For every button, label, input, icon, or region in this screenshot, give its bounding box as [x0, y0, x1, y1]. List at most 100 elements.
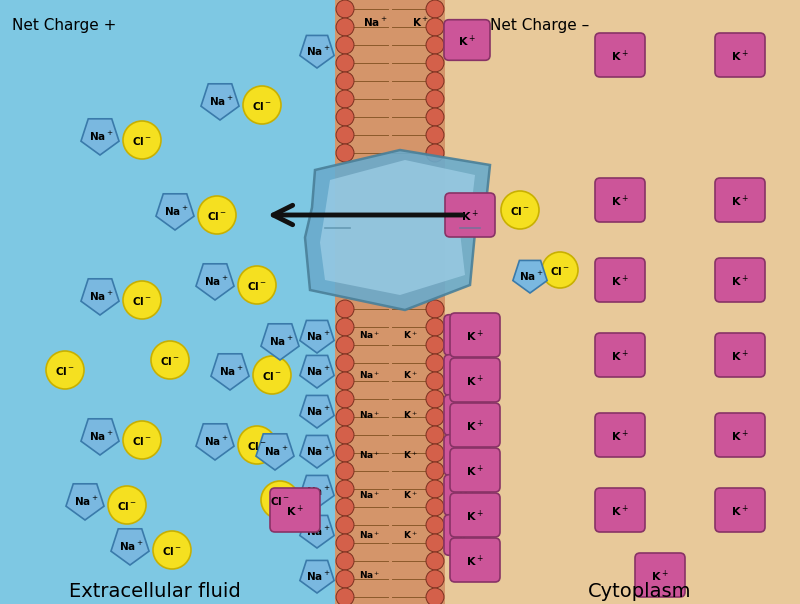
- FancyBboxPatch shape: [595, 413, 645, 457]
- Circle shape: [426, 372, 444, 390]
- Text: Na$^+$: Na$^+$: [89, 429, 114, 443]
- Circle shape: [123, 281, 161, 319]
- Text: K$^+$: K$^+$: [611, 274, 629, 289]
- Circle shape: [243, 86, 281, 124]
- FancyBboxPatch shape: [715, 178, 765, 222]
- Circle shape: [336, 72, 354, 90]
- Polygon shape: [196, 424, 234, 460]
- Polygon shape: [300, 561, 334, 593]
- Text: Na$^+$: Na$^+$: [306, 484, 330, 498]
- Polygon shape: [256, 434, 294, 470]
- Text: Na$^+$: Na$^+$: [164, 204, 188, 217]
- Text: K$^+$: K$^+$: [731, 274, 749, 289]
- Circle shape: [426, 390, 444, 408]
- Circle shape: [336, 534, 354, 552]
- Circle shape: [336, 570, 354, 588]
- Circle shape: [336, 498, 354, 516]
- Text: Cl$^-$: Cl$^-$: [247, 280, 267, 292]
- Polygon shape: [261, 324, 299, 360]
- Circle shape: [336, 36, 354, 54]
- Polygon shape: [81, 419, 119, 455]
- Text: Cytoplasm: Cytoplasm: [588, 582, 692, 601]
- Text: Cl$^-$: Cl$^-$: [262, 370, 282, 382]
- Circle shape: [426, 480, 444, 498]
- Circle shape: [426, 0, 444, 18]
- Circle shape: [336, 588, 354, 604]
- FancyBboxPatch shape: [444, 515, 490, 555]
- FancyBboxPatch shape: [444, 355, 490, 395]
- Circle shape: [151, 341, 189, 379]
- Polygon shape: [513, 260, 547, 293]
- Bar: [445, 0, 800, 604]
- Text: K$^+$: K$^+$: [466, 509, 484, 524]
- Text: K$^+$: K$^+$: [402, 409, 418, 421]
- FancyBboxPatch shape: [450, 538, 500, 582]
- Text: K$^+$: K$^+$: [466, 373, 484, 388]
- Text: K$^+$: K$^+$: [651, 568, 669, 583]
- FancyBboxPatch shape: [450, 358, 500, 402]
- Circle shape: [426, 90, 444, 108]
- Circle shape: [46, 351, 84, 389]
- Circle shape: [336, 426, 354, 444]
- Text: K$^+$: K$^+$: [402, 449, 418, 461]
- Circle shape: [336, 552, 354, 570]
- Circle shape: [426, 444, 444, 462]
- Text: Na$^+$: Na$^+$: [306, 364, 330, 378]
- Circle shape: [238, 266, 276, 304]
- Text: Na$^+$: Na$^+$: [204, 434, 228, 448]
- Circle shape: [123, 121, 161, 159]
- Text: Net Charge +: Net Charge +: [12, 18, 116, 33]
- Circle shape: [238, 426, 276, 464]
- Text: Cl$^-$: Cl$^-$: [550, 265, 570, 277]
- Circle shape: [153, 531, 191, 569]
- Text: K$^+$: K$^+$: [731, 48, 749, 63]
- Text: K$^+$: K$^+$: [458, 448, 476, 464]
- Text: Na$^+$: Na$^+$: [306, 405, 330, 417]
- Circle shape: [426, 552, 444, 570]
- FancyBboxPatch shape: [715, 413, 765, 457]
- Circle shape: [426, 354, 444, 372]
- Polygon shape: [320, 160, 475, 295]
- Circle shape: [198, 196, 236, 234]
- Text: Extracellular fluid: Extracellular fluid: [69, 582, 241, 601]
- FancyBboxPatch shape: [444, 475, 490, 515]
- Text: Na$^+$: Na$^+$: [359, 529, 381, 541]
- Text: Na$^+$: Na$^+$: [89, 129, 114, 143]
- FancyBboxPatch shape: [444, 20, 490, 60]
- Text: Na$^+$: Na$^+$: [359, 409, 381, 421]
- Text: Cl$^-$: Cl$^-$: [207, 210, 227, 222]
- Text: Na$^+$: Na$^+$: [118, 539, 143, 553]
- Text: Na$^+$: Na$^+$: [362, 16, 387, 28]
- Circle shape: [426, 126, 444, 144]
- FancyBboxPatch shape: [635, 553, 685, 597]
- FancyBboxPatch shape: [595, 258, 645, 302]
- FancyBboxPatch shape: [450, 493, 500, 537]
- Circle shape: [426, 108, 444, 126]
- Text: Cl$^-$: Cl$^-$: [55, 365, 75, 377]
- Circle shape: [336, 300, 354, 318]
- Text: K$^+$: K$^+$: [458, 329, 476, 344]
- Text: K$^+$: K$^+$: [402, 529, 418, 541]
- Text: K$^+$: K$^+$: [402, 369, 418, 381]
- Text: Na$^+$: Na$^+$: [359, 489, 381, 501]
- Polygon shape: [300, 396, 334, 428]
- Text: Na$^+$: Na$^+$: [359, 449, 381, 461]
- Text: K$^+$: K$^+$: [458, 489, 476, 504]
- Circle shape: [426, 426, 444, 444]
- Polygon shape: [300, 435, 334, 468]
- Polygon shape: [305, 150, 490, 310]
- Polygon shape: [300, 475, 334, 508]
- Circle shape: [336, 108, 354, 126]
- Text: Cl$^-$: Cl$^-$: [132, 295, 152, 307]
- Text: K$^+$: K$^+$: [458, 408, 476, 423]
- Text: Na$^+$: Na$^+$: [269, 335, 294, 347]
- Polygon shape: [66, 484, 104, 520]
- Circle shape: [426, 318, 444, 336]
- Polygon shape: [300, 515, 334, 548]
- Text: K$^+$: K$^+$: [402, 329, 418, 341]
- FancyBboxPatch shape: [595, 178, 645, 222]
- Text: Cl$^-$: Cl$^-$: [247, 440, 267, 452]
- Circle shape: [123, 421, 161, 459]
- Text: Net Charge –: Net Charge –: [490, 18, 590, 33]
- Text: Na$^+$: Na$^+$: [306, 45, 330, 57]
